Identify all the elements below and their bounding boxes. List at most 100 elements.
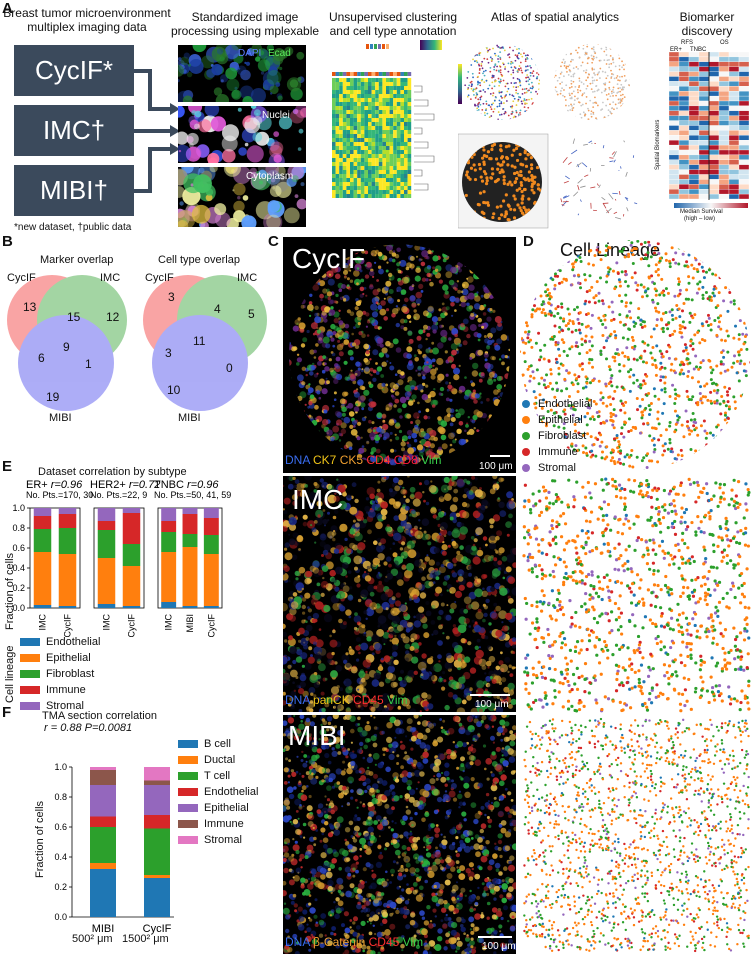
legend-item: Immune [20,682,100,698]
legend-label: Endothelial [538,398,593,410]
bio-tnbc-label: TNBC [690,47,707,53]
imc-scale-label: 100 μm [475,699,509,710]
bar-segment-stromal [144,767,170,781]
bar-segment-b-cell [144,878,170,917]
bio-er-label: ER+ [670,47,682,53]
channel-label: CD8 [393,453,422,467]
bar-segment-stromal [122,508,141,513]
legend-swatch [178,756,198,765]
legend-label: B cell [204,738,231,750]
cycif-scale-label: 100 μm [479,461,513,472]
lineage-legend-item: Stromal [522,460,592,476]
channel-label: β-Catenin [313,935,369,949]
venn2-cycif-mibi: 3 [165,346,172,360]
lineage-legend-item: Fibroblast [522,428,592,444]
nuclei-image: Nuclei [178,106,306,163]
mibi-channel-legend: DNA β-Catenin CD45 Vim [285,935,423,949]
bar-segment-endothelial [122,606,141,608]
bar-segment-fibroblast [182,534,198,547]
legend-swatch [178,820,198,829]
venn1-imc-only: 12 [106,310,120,324]
legend-label: Immune [538,446,578,458]
legend-swatch [20,670,40,679]
bar-segment-epithelial [122,566,141,606]
venn2-cycif-only: 3 [168,290,175,304]
venn2-mibi-label: MIBI [178,412,201,424]
bar-segment-endothelial [203,606,219,608]
legend-item: Immune [178,816,258,832]
mibi-scale-label: 100 μm [482,941,516,952]
bar-segment-immune [90,770,116,785]
bar-segment-immune [122,513,141,544]
panel-f-legend: B cell Ductal T cell Endothelial Epithelial I… [178,736,258,848]
bar-segment-epithelial [90,785,116,817]
venn2-all: 11 [193,334,206,348]
y-tick-label: 0.4 [12,563,25,573]
legend-item: Epithelial [178,800,258,816]
axes-frame [93,507,145,609]
x-tick-label: IMC [102,614,112,631]
legend-dot [522,416,530,425]
legend-label: Ductal [204,754,236,766]
channel-label: DNA [285,453,314,467]
legend-label: Fibroblast [46,668,95,680]
bar-segment-immune [203,518,219,535]
cycif-image [283,237,516,473]
panel-label-d: D [523,233,534,250]
venn2-imc-mibi: 0 [226,361,233,375]
x-tick-label: MIBI [92,923,115,935]
x-tick-label: IMC [164,614,174,631]
bar-segment-t-cell [144,828,170,875]
legend-dot [522,400,530,409]
dapi-label: DAPI [238,48,262,59]
legend-label: Epithelial [46,652,91,664]
legend-label: Endothelial [46,636,101,648]
panel-f-title: TMA section correlation [42,710,157,722]
legend-dot [522,432,530,441]
cell-lineage-legend: Endothelial Epithelial Fibroblast Immune Str… [522,396,592,476]
bar-segment-stromal [58,508,77,514]
legend-item: Endothelial [178,784,258,800]
panel-e-ylabel: Fraction of cells [4,552,16,630]
bar-segment-stromal [97,508,116,521]
bar-segment-endothelial [33,605,52,608]
legend-item: Fibroblast [20,666,100,682]
bio-colorbar-title: Median Survival [680,209,723,215]
channel-label: DNA [285,935,314,949]
legend-label: Epithelial [204,802,249,814]
bio-os-label: OS [720,40,729,46]
venn1-imc-mibi: 1 [85,357,92,371]
subplot-pts: No. Pts.=50, 41, 59 [154,490,231,500]
legend-label: T cell [204,770,231,782]
imc-channel-legend: DNA panCK CD45 Vim [285,693,408,707]
bar-segment-ductal [144,875,170,878]
legend-item: Stromal [20,698,100,714]
bar-segment-endothelial [97,604,116,608]
bar-segment-fibroblast [122,544,141,566]
imc-scalebar [470,694,510,696]
legend-swatch [178,836,198,845]
legend-label: Fibroblast [538,430,587,442]
bar-segment-fibroblast [97,530,116,558]
bar-segment-epithelial [33,552,52,605]
col5-title: Biomarker discovery [679,10,735,38]
col1-title: Breast tumor microenvironment multiplex … [3,6,171,34]
venn1-cycif-imc: 15 [67,310,81,324]
panel-e-legend: Endothelial Epithelial Fibroblast Immune Str… [20,634,100,714]
bio-colorbar [674,203,748,208]
venn2-imc-only: 5 [248,307,255,321]
y-tick-label: 0.6 [12,543,25,553]
y-tick-label: 0.0 [54,912,67,922]
x-tick-label: CycIF [127,614,137,638]
x-tick-label: IMC [38,614,48,631]
y-tick-label: 0.8 [12,523,25,533]
panel-label-b: B [2,233,13,250]
legend-item: Epithelial [20,650,100,666]
venn1-all: 9 [63,340,70,354]
bar-segment-immune [182,514,198,534]
mibi-box: MIBI† [14,165,134,216]
y-tick-label: 1.0 [12,503,25,513]
col2-title: Standardized image processing using mple… [170,10,320,38]
legend-dot [522,464,530,473]
